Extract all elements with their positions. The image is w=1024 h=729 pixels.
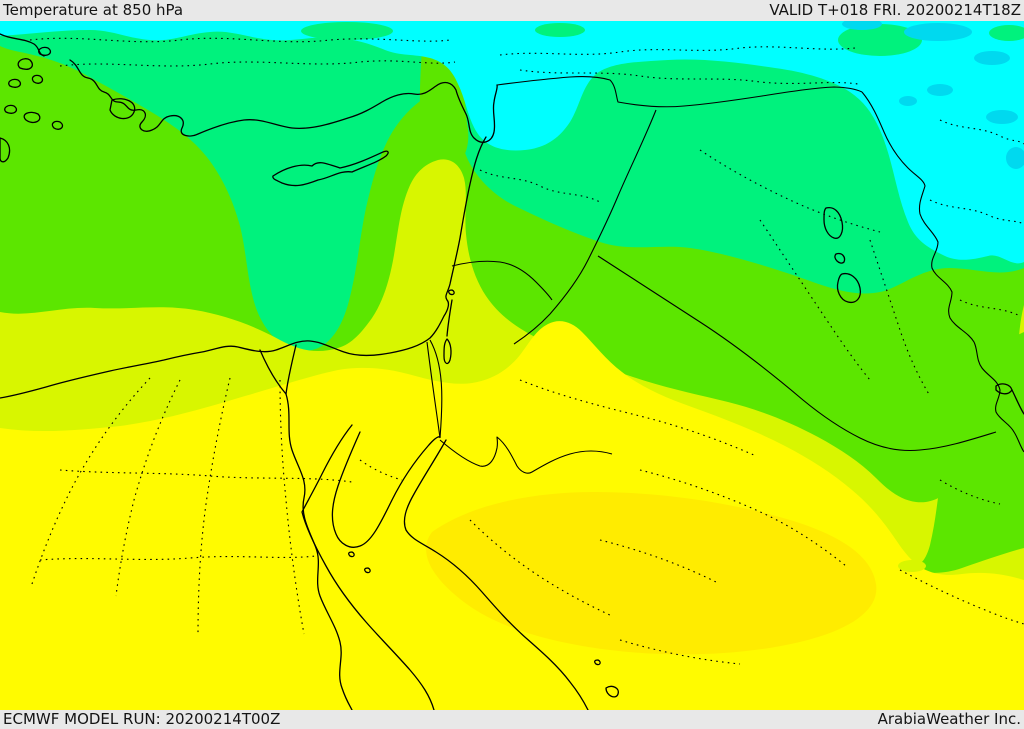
region-chartreuse-spot [898,560,926,572]
region-mint-patches [301,22,1024,127]
map-title: Temperature at 850 hPa [3,1,184,19]
region-green-east [912,332,1024,573]
valid-time-label: VALID T+018 FRI. 20200214T18Z [769,1,1021,19]
header-bar: Temperature at 850 hPa VALID T+018 FRI. … [0,0,1024,21]
footer-bar: ECMWF MODEL RUN: 20200214T00Z ArabiaWeat… [0,710,1024,729]
region-yellow-deep [426,492,877,655]
branding-label: ArabiaWeather Inc. [877,710,1021,728]
model-run-label: ECMWF MODEL RUN: 20200214T00Z [3,710,281,728]
temperature-map-svg [0,21,1024,710]
coastlines [0,33,1024,710]
country-borders [426,76,1024,474]
admin-borders-dotted [29,37,1024,665]
region-cyan [0,21,1024,264]
region-cyan-dark-patches [842,21,1024,169]
map-viewport [0,21,1024,710]
region-mint [0,21,1024,351]
